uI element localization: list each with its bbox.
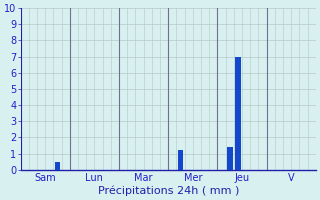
Bar bbox=[235, 57, 241, 170]
Bar bbox=[55, 162, 60, 170]
Bar bbox=[227, 147, 233, 170]
X-axis label: Précipitations 24h ( mm ): Précipitations 24h ( mm ) bbox=[98, 185, 239, 196]
Bar bbox=[178, 150, 183, 170]
